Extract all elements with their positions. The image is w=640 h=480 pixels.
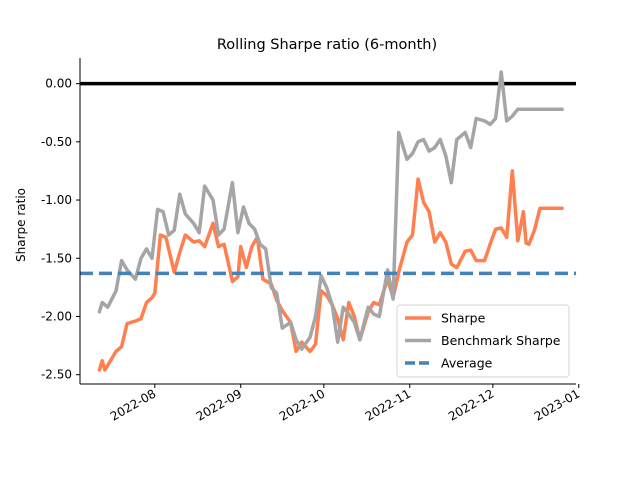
y-tick-label: -1.50 — [41, 251, 72, 265]
y-tick-label: -0.50 — [41, 135, 72, 149]
y-tick-label: -1.00 — [41, 193, 72, 207]
x-tick-label: 2023-01 — [532, 386, 582, 423]
legend-label-2: Average — [441, 356, 493, 371]
series-line-1 — [97, 70, 564, 351]
y-axis-label: Sharpe ratio — [14, 188, 28, 262]
legend-label-0: Sharpe — [441, 311, 486, 326]
x-tick-label: 2022-10 — [277, 386, 327, 423]
x-tick-label: 2022-12 — [446, 386, 496, 423]
legend: Sharpe Benchmark Sharpe Average — [396, 304, 570, 378]
chart-title: Rolling Sharpe ratio (6-month) — [217, 37, 437, 53]
y-tick-label: -2.00 — [41, 309, 72, 323]
legend-label-1: Benchmark Sharpe — [441, 333, 561, 348]
plot-area — [80, 70, 576, 372]
y-tick-label: -2.50 — [41, 368, 72, 382]
legend-box — [396, 304, 570, 378]
x-tick-label: 2022-11 — [363, 386, 413, 423]
x-tick-label: 2022-09 — [194, 386, 244, 423]
y-tick-label: 0.00 — [45, 77, 72, 91]
x-tick-label: 2022-08 — [108, 386, 158, 423]
